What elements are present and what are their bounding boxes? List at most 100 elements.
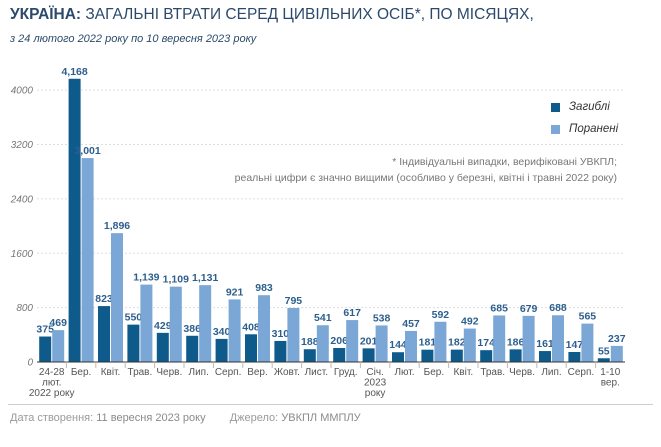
value-label-killed: 408: [242, 321, 260, 333]
bar-injured: [81, 158, 94, 362]
x-tick-label: Лист.: [305, 367, 328, 378]
bar-killed: [156, 332, 169, 362]
bar-injured: [140, 284, 153, 362]
bar-killed: [186, 335, 199, 362]
value-label-injured: 685: [490, 302, 508, 314]
bar-killed: [303, 349, 316, 362]
legend-item-injured: Поранені: [551, 118, 618, 140]
bar-killed: [98, 306, 110, 362]
footnote-line-2: реальні цифри є значно вищими (особливо …: [234, 172, 617, 184]
bar-injured: [346, 320, 359, 362]
value-label-injured: 795: [285, 295, 303, 307]
x-tick-label: Вер.: [247, 367, 268, 378]
bar-killed: [392, 352, 404, 362]
source-label: Джерело:: [229, 412, 279, 424]
value-label-injured: 469: [49, 317, 67, 329]
value-label-killed: 550: [125, 312, 143, 324]
value-label-injured: 983: [255, 282, 273, 294]
bar-injured: [581, 323, 594, 362]
x-tick-label: Лют.: [394, 367, 414, 378]
x-tick-label: Лип.: [189, 367, 209, 378]
bar-killed: [480, 350, 493, 362]
value-label-injured: 237: [608, 333, 626, 345]
value-label-injured: 921: [226, 286, 244, 298]
value-label-injured: 3,001: [74, 145, 100, 157]
value-label-killed: 188: [301, 336, 319, 348]
chart-title: УКРАЇНА: ЗАГАЛЬНІ ВТРАТИ СЕРЕД ЦИВІЛЬНИХ…: [10, 6, 534, 24]
x-tick-label: Січ. 2023 року: [364, 367, 387, 399]
bar-killed: [539, 351, 551, 362]
x-tick-label: Квіт.: [101, 367, 121, 378]
x-tick-label: Квіт.: [453, 367, 473, 378]
value-label-injured: 457: [402, 318, 420, 330]
bar-killed: [274, 340, 287, 362]
created-value: 11 вересня 2023 року: [96, 412, 206, 424]
value-label-injured: 538: [373, 312, 391, 324]
value-label-injured: 1,109: [163, 274, 189, 286]
y-tick-label: 800: [16, 303, 33, 314]
value-label-injured: 679: [520, 303, 538, 315]
x-tick-label: Бер.: [424, 367, 444, 378]
value-label-killed: 429: [154, 320, 172, 332]
legend: Загиблі Поранені: [551, 96, 618, 140]
bar-injured: [258, 295, 270, 362]
bar-injured: [463, 328, 476, 362]
x-tick-label: Черв.: [509, 367, 535, 378]
bar-chart: 0 800 1600 2400 3200 4000 375 4,168 823 550 429 386…: [10, 66, 626, 399]
bar-injured: [111, 233, 123, 362]
footnote: * Індивідуальні випадки, верифіковані УВ…: [235, 154, 617, 186]
bar-injured: [169, 286, 182, 362]
bar-injured: [228, 299, 241, 362]
chart-subtitle: з 24 лютого 2022 року по 10 вересня 2023…: [10, 33, 257, 45]
value-label-injured: 592: [432, 309, 450, 321]
value-label-killed: 386: [183, 323, 201, 335]
value-label-injured: 541: [314, 312, 332, 324]
title-text: ЗАГАЛЬНІ ВТРАТИ СЕРЕД ЦИВІЛЬНИХ ОСІБ*, П…: [81, 6, 534, 23]
value-label-killed: 340: [213, 326, 231, 338]
y-tick-label: 3200: [11, 140, 34, 151]
source-value: УВКПЛ ММПЛУ: [281, 412, 361, 424]
value-label-injured: 1,131: [192, 272, 218, 284]
bar-killed: [127, 324, 140, 362]
bar-injured: [52, 330, 65, 362]
bar-injured: [375, 325, 388, 362]
legend-label-killed: Загиблі: [569, 101, 610, 113]
value-label-killed: 147: [566, 339, 584, 351]
footnote-line-1: * Індивідуальні випадки, верифіковані УВ…: [392, 156, 617, 168]
bar-injured: [552, 315, 564, 362]
value-label-injured: 492: [461, 316, 479, 328]
x-tick-label: 24-28 лют. 2022 року: [29, 367, 75, 399]
x-tick-label: Трав.: [128, 367, 153, 378]
bar-injured: [434, 321, 447, 362]
x-tick-label: 1-10 вер.: [600, 367, 620, 389]
bar-killed: [597, 358, 610, 362]
value-label-killed: 144: [389, 339, 407, 351]
bar-killed: [509, 349, 522, 362]
title-country: УКРАЇНА:: [10, 6, 82, 23]
bar-injured: [522, 315, 535, 362]
value-label-killed: 186: [507, 336, 525, 348]
value-label-killed: 375: [36, 324, 54, 336]
x-tick-label: Бер.: [71, 367, 91, 378]
bar-injured: [199, 285, 212, 362]
bar-injured: [287, 307, 300, 362]
footer: Дата створення: 11 вересня 2023 року Дже…: [10, 412, 361, 424]
bar-killed: [421, 349, 434, 362]
value-label-killed: 181: [419, 337, 437, 349]
bar-injured: [493, 315, 506, 362]
y-tick-label: 1600: [11, 249, 34, 260]
bar-killed: [450, 349, 463, 362]
legend-item-killed: Загиблі: [551, 96, 618, 118]
value-label-injured: 617: [343, 307, 361, 319]
x-tick-label: Серп.: [215, 367, 242, 378]
value-label-killed: 4,168: [61, 66, 87, 78]
value-label-injured: 1,896: [104, 220, 130, 232]
y-tick-label: 2400: [10, 194, 34, 205]
value-label-killed: 206: [330, 335, 348, 347]
value-label-injured: 688: [549, 302, 567, 314]
bar-killed: [215, 338, 228, 362]
value-label-killed: 55: [598, 345, 610, 357]
x-tick-label: Черв.: [156, 367, 182, 378]
x-tick-label: Трав.: [480, 367, 505, 378]
created-label: Дата створення:: [10, 412, 94, 424]
